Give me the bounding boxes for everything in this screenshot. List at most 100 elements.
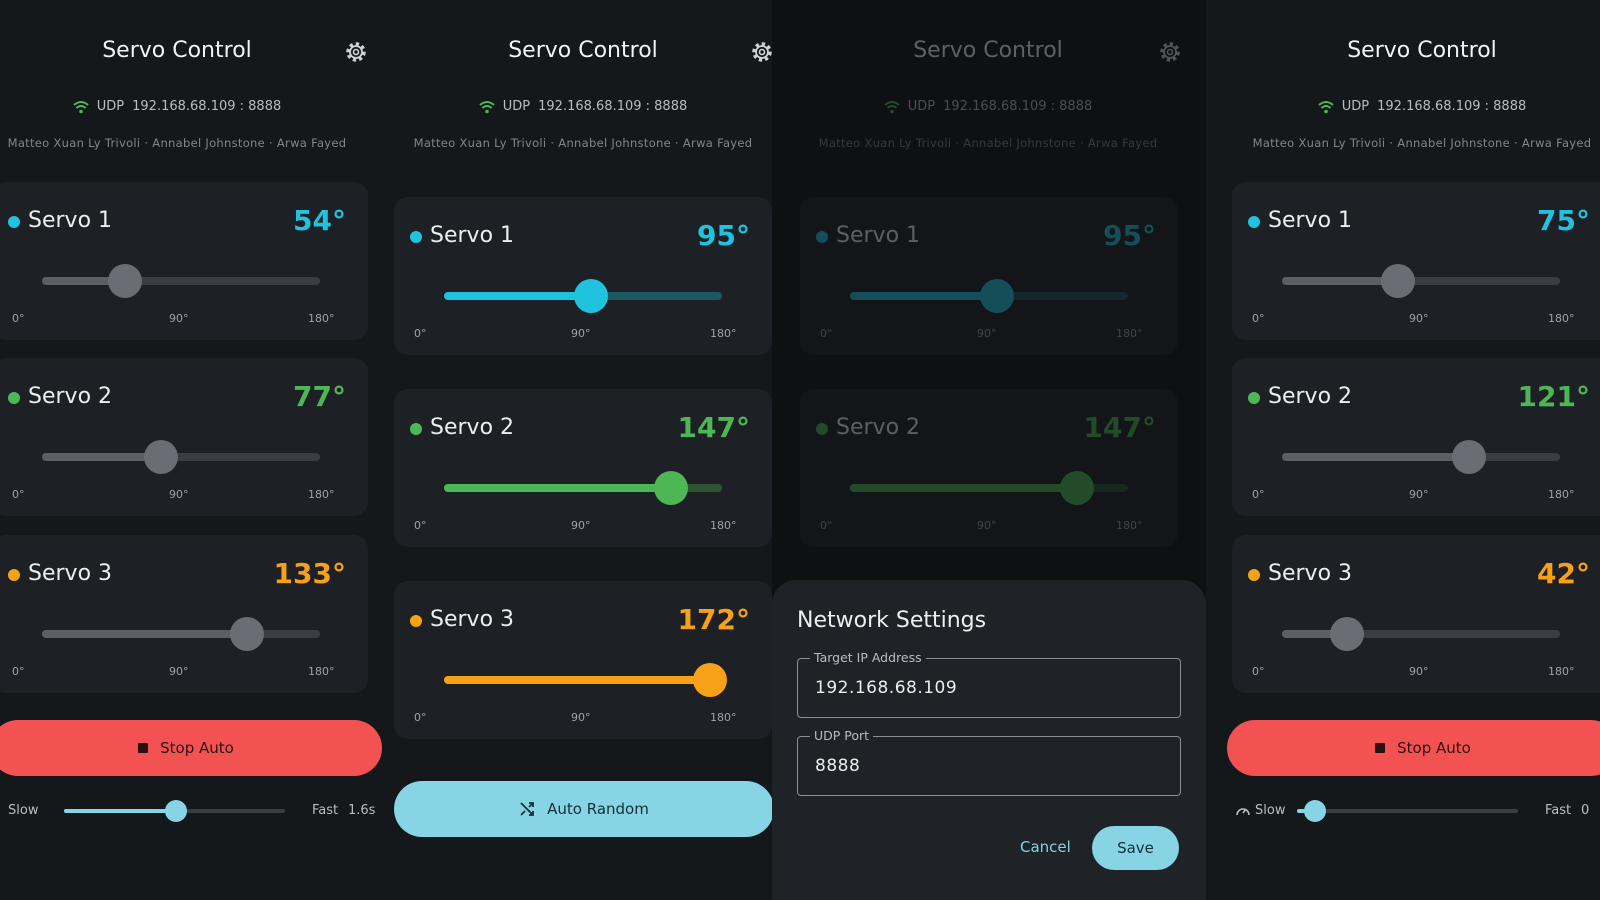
slider-track (1282, 277, 1560, 285)
wifi-icon (884, 100, 900, 114)
scale-label: 180° (1548, 488, 1575, 501)
speed-icon (1235, 803, 1251, 823)
servo-angle: 147° (677, 411, 750, 444)
slider-knob[interactable] (573, 279, 608, 313)
credits: Matteo Xuan Ly Trivoli · Annabel Johnsto… (413, 136, 753, 150)
slider-knob[interactable] (143, 440, 178, 474)
scale-label: 180° (308, 665, 335, 678)
servo-name: Servo 1 (1268, 208, 1353, 233)
scale-label: 180° (1116, 327, 1143, 340)
scale-label: 180° (308, 312, 335, 325)
status-dot (8, 216, 20, 228)
cancel-button[interactable]: Cancel (1020, 838, 1071, 856)
slider-knob[interactable] (979, 279, 1014, 313)
servo-name: Servo 1 (836, 223, 921, 248)
speed-knob[interactable] (165, 800, 187, 822)
slider-track (850, 292, 1128, 300)
wifi-icon (73, 100, 89, 114)
servo-card: Servo 2 77° 0° 90° 180° (0, 358, 368, 516)
app-title: Servo Control (508, 38, 658, 63)
slider-knob[interactable] (654, 471, 689, 505)
servo-angle: 121° (1517, 380, 1590, 413)
slider-track (850, 484, 1128, 492)
slider-knob[interactable] (1060, 471, 1095, 505)
servo-angle: 172° (677, 603, 750, 636)
ip-address: 192.168.68.109 : 8888 (132, 99, 282, 114)
connection-status: UDP 192.168.68.109 : 8888 (1252, 99, 1592, 114)
servo-card: Servo 2 147° 0° 90° 180° (800, 389, 1178, 547)
save-button[interactable]: Save (1092, 826, 1179, 870)
auto-button[interactable]: Auto Random (394, 781, 772, 837)
text-field[interactable]: UDP Port 8888 (797, 728, 1181, 796)
status-dot (1248, 569, 1260, 581)
status-dot (410, 615, 422, 627)
scale-label: 0° (820, 519, 833, 532)
status-dot (8, 392, 20, 404)
servo-card: Servo 2 121° 0° 90° 180° (1232, 358, 1600, 516)
slider-fill (444, 484, 672, 492)
servo-angle: 77° (293, 380, 346, 413)
scale-label: 180° (308, 488, 335, 501)
speed-slow: Slow (1255, 803, 1286, 818)
slider-knob[interactable] (1451, 440, 1486, 474)
wifi-icon-glyph (479, 100, 495, 113)
phone-panel: Servo Control UDP 192.168.68.109 : 8888 Mat… (386, 0, 772, 900)
speed-track (1297, 809, 1518, 813)
status-dot (1248, 392, 1260, 404)
auto-button[interactable]: Stop Auto (1227, 720, 1600, 776)
scale-label: 180° (1548, 312, 1575, 325)
scale-label: 180° (710, 711, 737, 724)
protocol: UDP (96, 99, 125, 114)
slider-knob[interactable] (1380, 264, 1415, 298)
servo-name: Servo 3 (1268, 561, 1353, 586)
connection-status: UDP 192.168.68.109 : 8888 (413, 99, 753, 114)
ip-address: 192.168.68.109 : 8888 (1377, 99, 1527, 114)
speed-fill (64, 809, 176, 813)
servo-name: Servo 3 (28, 561, 113, 586)
slider-fill (42, 453, 161, 461)
slider-fill (42, 630, 248, 638)
save-label: Save (1117, 839, 1154, 857)
scale-label: 90° (169, 488, 189, 501)
text-field[interactable]: Target IP Address 192.168.68.109 (797, 650, 1181, 718)
field-value: 8888 (815, 756, 861, 776)
button-label: Stop Auto (1397, 739, 1471, 757)
speed-value: 0 (1581, 803, 1590, 818)
servo-name: Servo 2 (430, 415, 515, 440)
connection-status: UDP 192.168.68.109 : 8888 (818, 99, 1158, 114)
speed-knob[interactable] (1304, 800, 1326, 822)
scale-label: 90° (571, 327, 591, 340)
slider-track (42, 453, 320, 461)
credits: Matteo Xuan Ly Trivoli · Annabel Johnsto… (818, 136, 1158, 150)
servo-name: Servo 2 (28, 384, 113, 409)
slider-fill (850, 484, 1078, 492)
settings-gear-glyph (1160, 42, 1180, 62)
slider-knob[interactable] (692, 663, 727, 697)
stop-icon (138, 743, 149, 753)
app-title: Servo Control (1347, 38, 1497, 63)
slider-knob[interactable] (230, 617, 265, 651)
slider-fill (1282, 453, 1469, 461)
slider-knob[interactable] (108, 264, 143, 298)
scale-label: 90° (1409, 488, 1429, 501)
dialog-title: Network Settings (797, 608, 987, 633)
status-dot (410, 231, 422, 243)
speed-fast: Fast (312, 803, 339, 818)
slider-fill (444, 676, 710, 684)
connection-status: UDP 192.168.68.109 : 8888 (7, 99, 347, 114)
scale-label: 0° (414, 711, 427, 724)
scale-label: 90° (571, 711, 591, 724)
scale-label: 0° (1252, 312, 1265, 325)
wifi-icon (479, 100, 495, 114)
servo-card: Servo 3 42° 0° 90° 180° (1232, 535, 1600, 693)
auto-button[interactable]: Stop Auto (0, 720, 382, 776)
servo-angle: 133° (273, 557, 346, 590)
status-dot (816, 423, 828, 435)
status-dot (1248, 216, 1260, 228)
wifi-icon (1318, 100, 1334, 114)
slider-fill (1282, 630, 1347, 638)
scale-label: 0° (12, 312, 25, 325)
servo-card: Servo 1 95° 0° 90° 180° (800, 197, 1178, 355)
slider-knob[interactable] (1329, 617, 1364, 651)
field-value: 192.168.68.109 (815, 678, 958, 698)
